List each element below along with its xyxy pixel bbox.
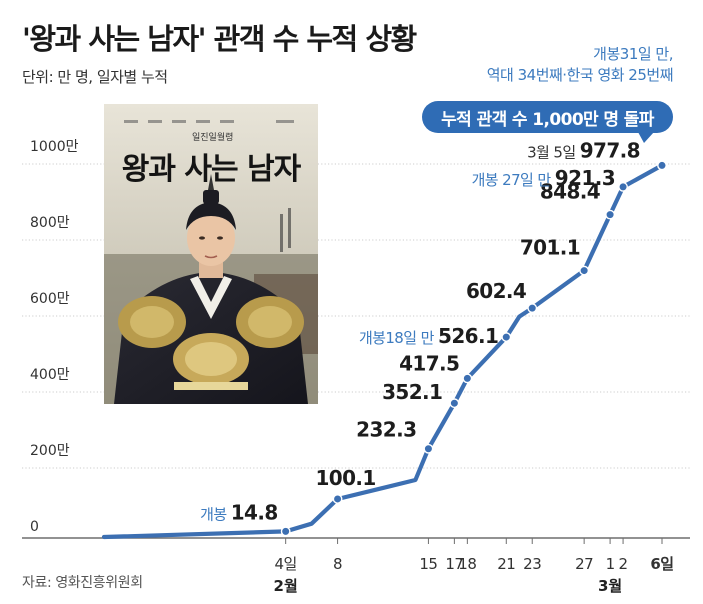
x-tick-label: 6일: [650, 555, 673, 573]
x-tick-label: 27: [575, 555, 593, 573]
data-label-value: 526.1: [438, 324, 498, 348]
milestone-note: 개봉31일 만, 역대 34번째·한국 영화 25번째: [486, 44, 674, 86]
chart-unit-note: 단위: 만 명, 일자별 누적: [22, 68, 168, 86]
y-tick-label: 400만: [30, 367, 70, 383]
data-label: 848.4: [540, 180, 600, 204]
data-point: [605, 209, 615, 220]
data-point: [449, 398, 460, 409]
data-label: 100.1: [315, 466, 375, 490]
data-label-value: 848.4: [540, 180, 600, 204]
data-source: 자료: 영화진흥위원회: [22, 575, 143, 591]
data-label-value: 232.3: [356, 418, 416, 442]
milestone-line-1: 개봉31일 만,: [593, 45, 673, 63]
data-point: [462, 373, 473, 384]
movie-poster-image: 일진일월령 왕과 사는 남자: [104, 104, 318, 404]
x-month-label: 2월: [274, 577, 298, 595]
y-tick-label: 1000만: [30, 139, 79, 155]
data-label-prefix: 개봉 27일 만: [472, 171, 555, 189]
poster-illustration: [104, 104, 318, 404]
data-label: 417.5: [399, 351, 459, 375]
data-label-value: 352.1: [382, 380, 442, 404]
data-label-prefix: 개봉: [200, 505, 231, 523]
y-tick-label: 200만: [30, 443, 70, 459]
data-point: [332, 494, 343, 504]
y-tick-label: 800만: [30, 215, 70, 231]
x-month-label: 3월: [598, 577, 622, 595]
data-label-prefix: 개봉18일 만: [359, 329, 438, 347]
x-tick-label: 18: [458, 555, 476, 573]
x-tick-label: 21: [497, 555, 515, 573]
y-tick-label: 0: [30, 519, 39, 535]
milestone-callout: 누적 관객 수 1,000만 명 돌파: [422, 101, 673, 133]
data-point: [657, 160, 667, 171]
data-point: [579, 265, 590, 276]
data-label-value: 602.4: [466, 279, 526, 303]
data-point: [280, 526, 291, 537]
callout-tail: [638, 132, 654, 143]
data-label-value: 14.8: [231, 500, 278, 524]
data-label: 352.1: [382, 380, 442, 404]
data-point: [501, 332, 512, 342]
x-tick-label: 8: [333, 555, 342, 573]
data-label-prefix: 3월 5일: [527, 143, 580, 161]
x-tick-label: 15: [419, 555, 437, 573]
data-label: 701.1: [520, 236, 580, 260]
data-label-value: 100.1: [315, 466, 375, 490]
data-label: 3월 5일 977.8: [527, 138, 640, 162]
data-point: [527, 303, 538, 313]
data-label: 개봉 27일 만 921.3: [472, 166, 615, 190]
x-tick-label: 2: [619, 555, 628, 573]
data-label-value: 921.3: [555, 166, 615, 190]
milestone-line-2: 역대 34번째·한국 영화 25번째: [486, 66, 674, 84]
poster-title: 왕과 사는 남자: [121, 152, 302, 187]
data-label-value: 977.8: [580, 138, 640, 162]
x-tick-label: 23: [523, 555, 541, 573]
data-label-value: 701.1: [520, 236, 580, 260]
data-label: 232.3: [356, 418, 416, 442]
x-tick-label: 1: [606, 555, 615, 573]
data-label: 개봉18일 만 526.1: [359, 324, 498, 348]
poster-small-text: 일진일월령: [192, 133, 234, 143]
data-label: 602.4: [466, 279, 526, 303]
y-tick-label: 600만: [30, 291, 70, 307]
data-point: [618, 182, 628, 192]
chart-title: '왕과 사는 남자' 관객 수 누적 상황: [22, 22, 417, 56]
data-label-value: 417.5: [399, 351, 459, 375]
x-tick-label: 4일: [275, 555, 297, 573]
x-tick-label: 17: [445, 555, 463, 573]
data-label: 개봉 14.8: [200, 500, 278, 524]
data-point: [423, 443, 434, 454]
